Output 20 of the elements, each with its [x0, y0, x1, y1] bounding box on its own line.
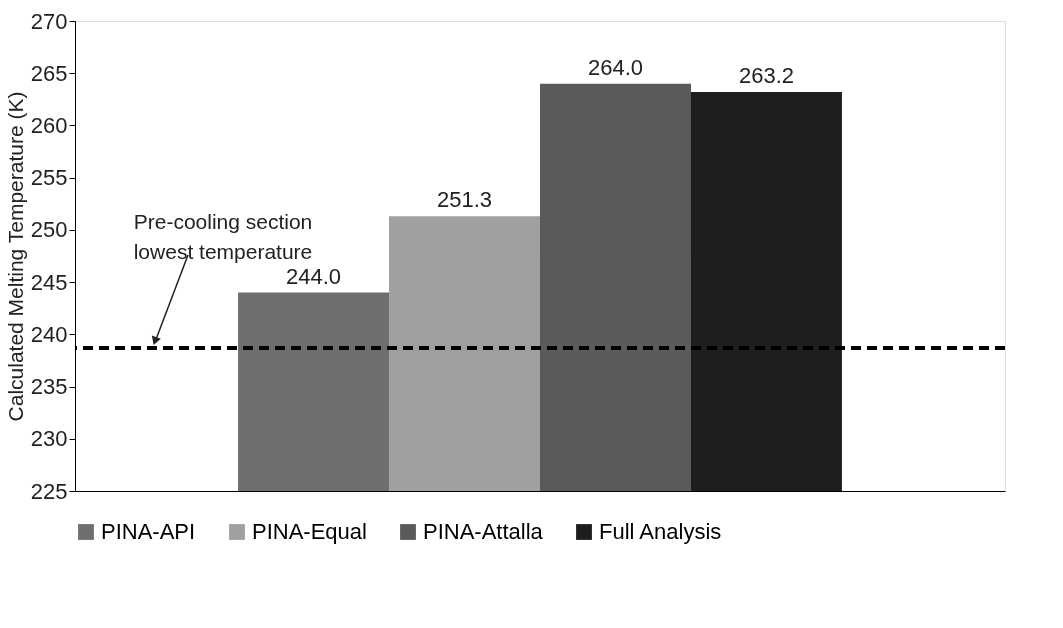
data-label: 244.0	[286, 263, 342, 289]
data-label: 264.0	[587, 54, 644, 80]
y-tick-label: 230	[30, 426, 68, 452]
y-tick-label: 225	[30, 478, 68, 504]
legend-label: PINA-Attalla	[423, 519, 544, 544]
ref-line-label: Pre-cooling section lowest temperature	[133, 210, 313, 263]
y-tick-label: 255	[30, 165, 68, 191]
y-tick-label: 245	[30, 269, 68, 295]
data-label: 263.2	[738, 63, 794, 89]
y-tick-label: 250	[30, 217, 68, 243]
legend-label: PINA-API	[101, 519, 196, 544]
y-tick-label: 240	[30, 321, 68, 347]
legend-label: Full Analysis	[599, 519, 722, 544]
data-label: 251.3	[436, 187, 493, 213]
legend-label: PINA-Equal	[252, 519, 367, 544]
y-axis-title: Calculated Melting Temperature (K)	[3, 91, 27, 422]
y-tick-label: 235	[30, 374, 68, 400]
y-tick-label: 270	[30, 8, 68, 34]
y-tick-label: 260	[30, 112, 68, 138]
y-tick-label: 265	[30, 60, 68, 86]
